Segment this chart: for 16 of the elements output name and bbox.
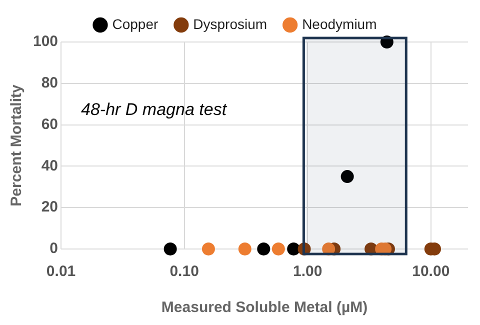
legend-label: Dysprosium xyxy=(193,16,268,32)
y-axis-title: Percent Mortality xyxy=(8,84,26,206)
x-tick-label: 0.10 xyxy=(170,263,199,280)
y-tick-label: 80 xyxy=(41,74,58,92)
annotation: 48-hr D magna test xyxy=(81,100,228,120)
legend-label: Copper xyxy=(112,16,158,32)
y-tick-label: 40 xyxy=(41,157,58,174)
y-tick-label: 0 xyxy=(50,240,58,258)
y-tick-label: 60 xyxy=(41,116,58,133)
y-tick-label: 20 xyxy=(41,198,58,216)
y-tick-label: 100 xyxy=(32,33,58,50)
x-axis-title: Measured Soluble Metal (µM) xyxy=(161,299,368,316)
x-tick-label: 10.00 xyxy=(412,263,450,280)
legend-label: Neodymium xyxy=(302,16,377,32)
x-tick-label: 0.01 xyxy=(46,263,76,280)
x-tick-label: 1.00 xyxy=(293,263,322,280)
